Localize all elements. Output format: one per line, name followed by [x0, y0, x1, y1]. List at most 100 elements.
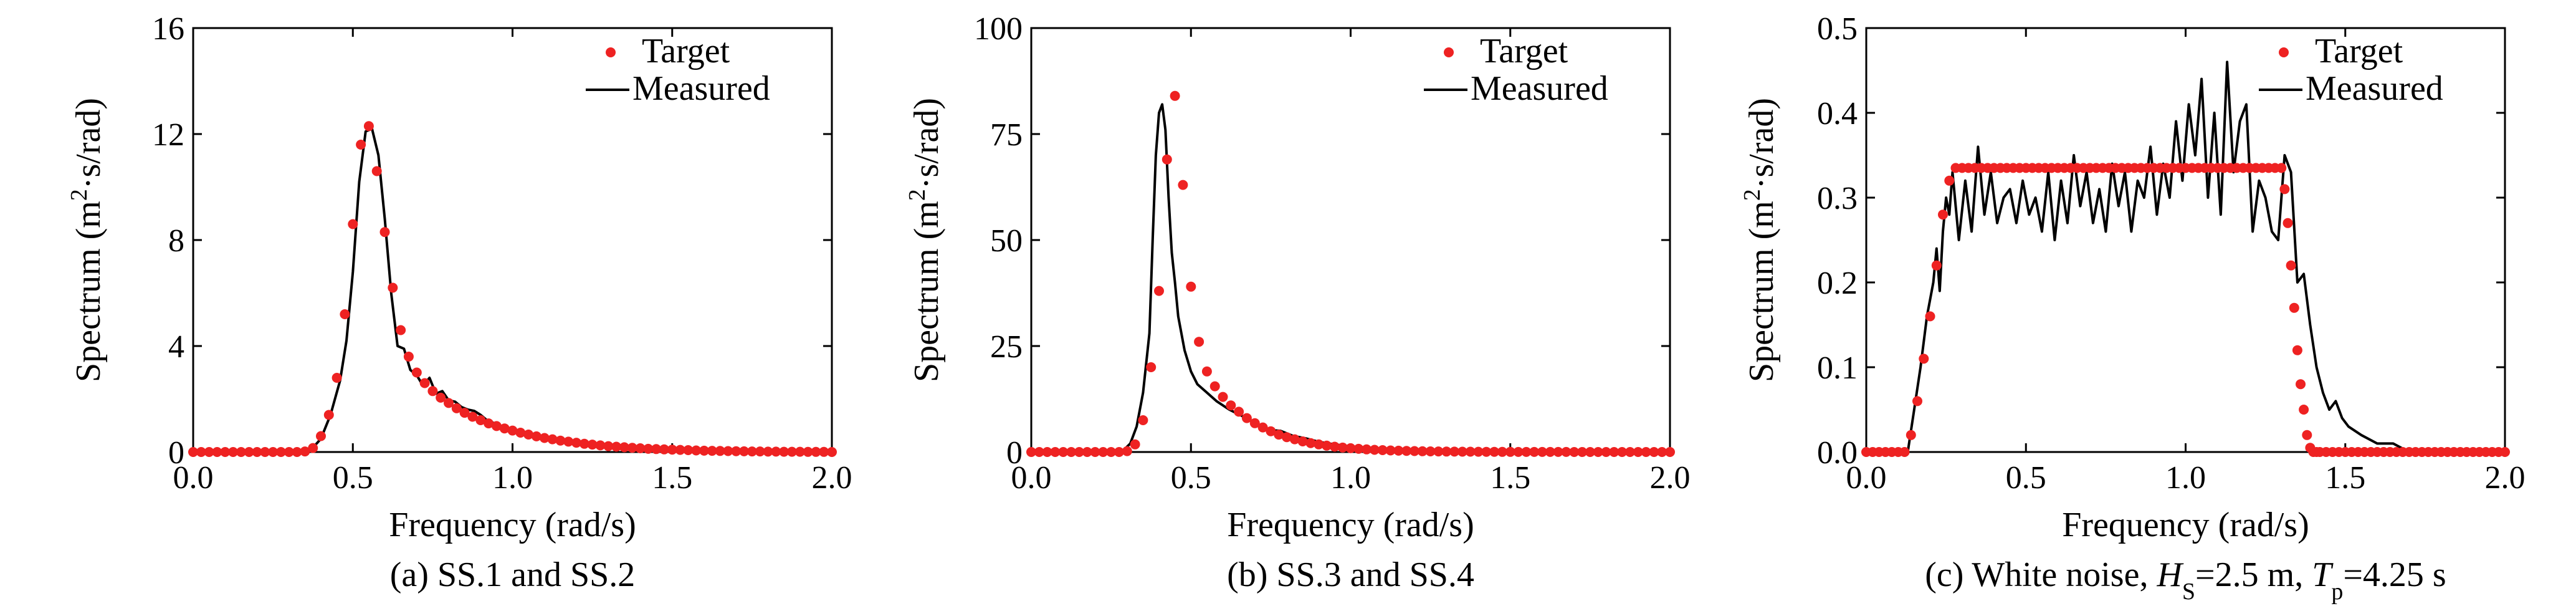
target-point [1433, 446, 1444, 457]
target-point [1624, 447, 1635, 457]
target-point [292, 447, 302, 457]
target-point [451, 403, 462, 413]
target-point [587, 440, 598, 450]
target-point [1226, 400, 1236, 411]
legend-target-label: Target [642, 32, 730, 70]
y-axis-label: Spectrum (m2·s/rad) [66, 98, 108, 382]
target-point [1154, 286, 1164, 296]
target-point [459, 408, 470, 418]
target-point [388, 282, 398, 293]
x-axis-label: Frequency (rad/s) [2062, 506, 2309, 544]
target-point [811, 446, 821, 457]
target-point [675, 445, 685, 455]
target-point [1561, 446, 1572, 457]
target-point [1912, 396, 1922, 406]
target-point [491, 421, 502, 431]
target-point [444, 398, 454, 408]
target-point [707, 446, 717, 456]
x-tick-label: 1.0 [492, 460, 533, 496]
target-point [1569, 447, 1580, 457]
target-point [244, 447, 254, 457]
panel-b: 0.0 0.5 1.0 1.5 2.0 0 25 50 75 100 Frequency (rad/… [904, 11, 1691, 594]
x-tick-label: 1.0 [2165, 460, 2206, 496]
target-point [1497, 446, 1507, 457]
target-point [547, 434, 558, 445]
y-tick-label: 8 [168, 223, 184, 259]
target-point [379, 227, 390, 238]
target-point [2500, 447, 2510, 457]
target-point [603, 441, 614, 451]
panel-caption: (c) White noise, HS=2.5 m, Tp=4.25 s [1925, 556, 2446, 605]
y-axis-label-text: Spectrum (m [1742, 201, 1781, 382]
x-tick-label: 0.5 [2006, 460, 2046, 496]
target-point [1201, 366, 1212, 377]
y-tick-label: 4 [168, 329, 184, 365]
target-point [1385, 445, 1396, 456]
target-point [1593, 447, 1603, 457]
legend-target-marker [606, 47, 616, 57]
target-point [371, 166, 382, 176]
caption-text: (c) White noise, [1925, 556, 2157, 594]
target-point [659, 444, 669, 454]
target-point [1194, 337, 1205, 347]
target-point [1641, 447, 1651, 457]
target-point [1617, 447, 1628, 457]
target-point [1266, 426, 1276, 436]
target-point [300, 446, 310, 457]
target-point [563, 436, 574, 447]
legend-target-marker [2279, 47, 2289, 57]
target-point [2286, 260, 2296, 271]
target-point [611, 441, 622, 452]
target-point [308, 443, 318, 453]
target-point [340, 309, 350, 319]
x-tick-label: 0.0 [1011, 460, 1052, 496]
target-point [539, 433, 550, 443]
target-point [484, 418, 494, 429]
target-point [1513, 446, 1524, 457]
target-point [651, 444, 662, 454]
target-point [1082, 447, 1092, 457]
target-point [1545, 446, 1555, 457]
target-point [499, 423, 510, 434]
target-point [763, 446, 773, 457]
target-point [2302, 430, 2312, 440]
target-point [2283, 218, 2293, 228]
panel-caption: (b) SS.3 and SS.4 [1227, 556, 1474, 594]
target-point [1274, 430, 1284, 440]
target-point [1345, 443, 1356, 453]
target-point [1457, 446, 1467, 457]
panel-c: 0.0 0.5 1.0 1.5 2.0 0.0 0.1 0.2 0.3 0.4 0.5 Frequen… [1739, 11, 2526, 605]
y-axis-label-unit: ·s/rad) [907, 98, 946, 189]
target-point [1098, 447, 1109, 457]
y-tick-label: 16 [152, 11, 184, 47]
target-point [268, 447, 279, 457]
target-point [411, 367, 422, 378]
target-point [1553, 446, 1563, 457]
target-point [1026, 447, 1036, 457]
target-point [2289, 302, 2299, 313]
y-axis-label-unit: ·s/rad) [69, 98, 108, 189]
target-point [715, 446, 725, 456]
target-point [507, 425, 518, 436]
target-point [635, 443, 646, 453]
target-point [731, 446, 742, 456]
target-point [1289, 434, 1300, 445]
y-tick-label: 25 [990, 329, 1023, 365]
target-point [323, 410, 334, 420]
x-tick-label: 2.0 [2485, 460, 2526, 496]
legend-target-label: Target [1480, 32, 1568, 70]
y-axis-label-superscript: 2 [1739, 189, 1765, 201]
target-point [1505, 446, 1515, 457]
y-tick-label: 0.1 [1817, 350, 1858, 386]
legend-measured-label: Measured [632, 69, 770, 108]
target-point [555, 435, 566, 446]
target-point [523, 430, 534, 440]
target-point [204, 447, 214, 457]
target-point [1305, 438, 1316, 448]
target-point [2276, 163, 2287, 173]
target-point [1209, 381, 1220, 392]
target-point [1130, 439, 1140, 450]
x-tick-label: 2.0 [812, 460, 852, 496]
target-point [779, 446, 789, 457]
series-measured-line [193, 127, 832, 452]
